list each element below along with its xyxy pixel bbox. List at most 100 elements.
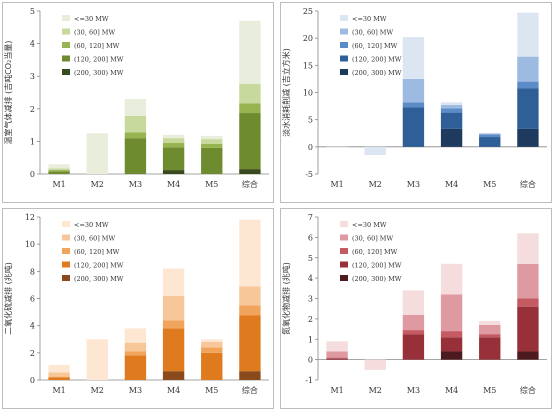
legend-label: (30, 60] MW (74, 235, 115, 243)
bar-segment-M1-4 (48, 372, 70, 377)
y-tick-label: 4 (30, 40, 35, 49)
bar-segment-综合-5 (239, 20, 261, 84)
legend-label: (200, 300) MW (74, 275, 124, 283)
bar-segment-M4-2 (162, 328, 185, 372)
bar-segment-M5-5 (201, 135, 223, 140)
chart-panel-1: 0 1 2 3 4 5 温室气体减排 (吉吨CO₂当量) M1 M2 M3 M4 M5 综合 <=30 M… (2, 2, 274, 203)
bar-segment-综合-3 (517, 298, 539, 307)
y-tick-label: -5 (305, 170, 313, 179)
bar-segment-M3-2 (402, 107, 425, 147)
legend: <=30 MW (30, 60] MW (60, 120] MW (120, 200]… (340, 221, 402, 283)
bar-segment-综合-1 (517, 128, 539, 147)
bar-segment-综合-2 (517, 88, 539, 129)
bar-segment-M5-4 (201, 139, 223, 145)
bar-segment-M1-3 (48, 376, 70, 378)
x-tick-label: M4 (445, 180, 458, 189)
bar-segment-M4-3 (440, 331, 463, 338)
bar-segment-M3-2 (402, 334, 425, 360)
bar-segment-M1-5 (48, 365, 70, 373)
legend-swatch (62, 221, 70, 227)
bar-segment-M1-5 (326, 341, 348, 352)
bar-segment-综合-4 (517, 56, 539, 82)
legend: <=30 MW (30, 60] MW (60, 120] MW (120, 200]… (340, 15, 402, 77)
x-tick-label: M3 (407, 180, 420, 189)
legend-swatch (62, 261, 70, 268)
x-tick-label: 综合 (242, 385, 258, 395)
bar-segment-M3-4 (402, 78, 425, 103)
bar-segment-M1-2 (48, 171, 70, 174)
legend-label: (120, 200] MW (352, 262, 402, 270)
bar-segment-综合-5 (517, 233, 539, 264)
bar-segment-综合-3 (239, 103, 261, 114)
bar-segment-M4-1 (440, 128, 463, 147)
y-tick-label: 2 (308, 315, 313, 324)
bar-segment-M5-5 (479, 320, 501, 325)
bar-segment-M3-2 (124, 355, 147, 380)
bar-segment-综合-5 (239, 219, 261, 287)
legend-swatch (340, 221, 348, 227)
legend-label: <=30 MW (352, 221, 387, 229)
y-tick-label: 2 (30, 105, 35, 114)
y-tick-label: 10 (303, 89, 313, 98)
bar-segment-M1-4 (326, 351, 348, 358)
legend-label: (200, 300) MW (352, 275, 402, 283)
bar-segment-综合-5 (517, 12, 539, 57)
bar-segment-M1-2 (326, 358, 348, 360)
bar-segment-M3-5 (124, 99, 147, 116)
y-tick-label: 12 (25, 213, 35, 222)
legend-label: (30, 60] MW (352, 235, 393, 243)
bar-segment-M3-3 (124, 132, 147, 139)
bar-segment-M5-4 (479, 133, 501, 135)
bar-segment-M5-2 (479, 337, 501, 360)
bar-segment-M2-5 (364, 146, 386, 155)
legend-label: (30, 60] MW (74, 29, 115, 37)
y-tick-label: 5 (30, 7, 35, 16)
x-tick-label: M3 (407, 386, 420, 395)
chart-panel-3: 0 2 4 6 8 10 12 二氧化硫减排 (兆吨) M1 M2 M3 M4 M5 综合 <=30 MW (… (2, 208, 274, 409)
bar-segment-M1-3 (326, 357, 348, 359)
legend-swatch (340, 28, 348, 35)
bar-segment-M4-4 (440, 294, 463, 332)
x-tick-label: M1 (330, 386, 343, 395)
bar-segment-M4-1 (440, 351, 463, 360)
legend: <=30 MW (30, 60] MW (60, 120] MW (120, 200]… (62, 15, 124, 77)
bar-segment-M1-2 (48, 377, 70, 380)
y-tick-label: 6 (308, 233, 313, 242)
legend-label: (200, 300) MW (352, 69, 402, 77)
y-tick-label: 3 (30, 72, 35, 81)
legend-label: (60, 120] MW (74, 42, 120, 50)
x-tick-label: M3 (129, 180, 142, 189)
legend: <=30 MW (30, 60] MW (60, 120] MW (120, 200]… (62, 221, 124, 283)
y-axis-label: 淡水消耗削减 (吉立方米) (281, 48, 291, 137)
y-tick-label: 0 (308, 143, 313, 152)
y-tick-label: 0 (30, 376, 35, 385)
bar-segment-M4-2 (440, 112, 463, 129)
bar-segment-M2-5 (364, 359, 386, 370)
bar-segment-M3-5 (402, 290, 425, 315)
bar-segment-M5-5 (479, 132, 501, 134)
x-tick-label: M1 (330, 180, 343, 189)
y-axis-label: 温室气体减排 (吉吨CO₂当量) (3, 41, 13, 145)
bar-segment-综合-1 (239, 169, 261, 174)
y-tick-label: 3 (308, 295, 313, 304)
bar-segment-M3-4 (124, 342, 147, 352)
bar-segment-综合-3 (239, 305, 261, 316)
legend-label: (120, 200] MW (74, 56, 124, 64)
legend-swatch (62, 69, 70, 75)
bar-segment-M4-5 (440, 102, 463, 105)
bar-segment-M4-2 (162, 147, 185, 171)
bar-segment-M1-5 (326, 146, 348, 148)
bar-segment-综合-2 (239, 315, 261, 372)
bar-segment-M5-3 (201, 347, 223, 353)
x-tick-label: M5 (483, 386, 496, 395)
legend-swatch (340, 275, 348, 281)
bar-segment-M5-3 (479, 134, 501, 138)
legend-label: (60, 120] MW (74, 248, 120, 256)
panel-frame (2, 2, 274, 203)
y-axis-label: 氮氧化物减排 (兆吨) (281, 262, 291, 335)
bar-segment-M4-3 (440, 108, 463, 113)
bar-segment-M4-2 (440, 337, 463, 352)
legend-label: (30, 60] MW (352, 29, 393, 37)
legend-swatch (340, 234, 348, 241)
